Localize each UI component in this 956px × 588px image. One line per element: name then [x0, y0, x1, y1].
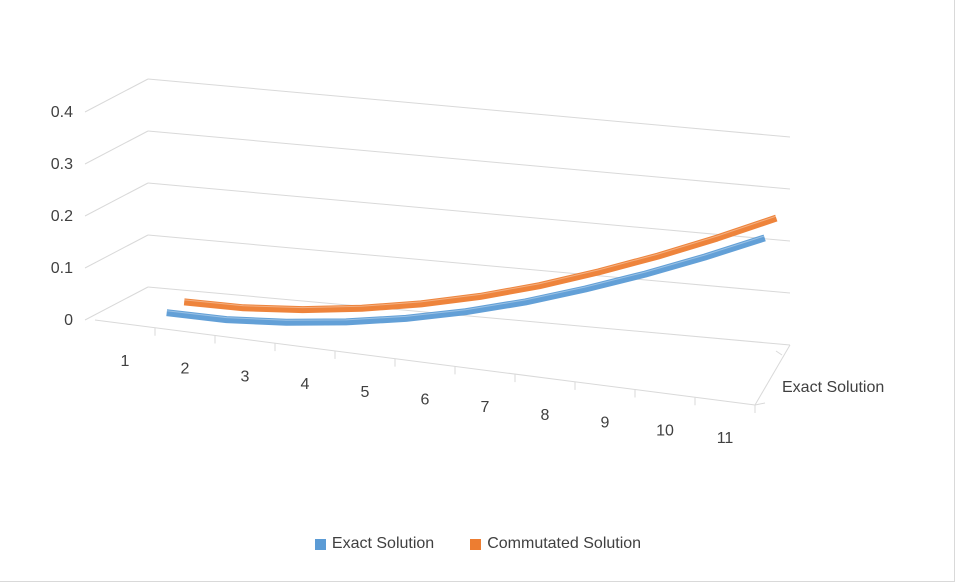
x-tick-label: 1 [121, 353, 130, 370]
x-tick-label: 7 [481, 399, 490, 416]
x-tick-label: 6 [421, 392, 430, 409]
depth-tick [775, 350, 783, 356]
legend-swatch-commutated [470, 538, 482, 550]
x-tick-label: 9 [601, 415, 610, 432]
gridline [147, 234, 791, 294]
gridline [147, 78, 791, 138]
series-ribbon [183, 214, 778, 314]
x-tick-label: 3 [241, 368, 250, 385]
x-tick-label: 10 [656, 422, 674, 439]
legend-label-commutated: Commutated Solution [487, 535, 642, 552]
series-highlight [166, 235, 765, 321]
y-tick-label: 0.1 [51, 260, 73, 277]
x-tick-label: 8 [541, 407, 550, 424]
depth-axis-label: Exact Solution [782, 379, 884, 396]
series-highlight [184, 215, 777, 309]
legend-item-commutated: Commutated Solution [470, 535, 641, 553]
legend-swatch-exact [314, 538, 326, 550]
y-tick-label: 0.3 [51, 156, 73, 173]
depth-tick [754, 402, 766, 406]
side-gridline [84, 286, 149, 321]
gridline [147, 130, 791, 190]
legend: Exact Solution Commutated Solution [0, 535, 956, 553]
side-gridline [84, 234, 149, 269]
gridline [147, 286, 791, 346]
x-tick-label: 2 [181, 361, 190, 378]
x-tick-label: 4 [301, 376, 310, 393]
legend-item-exact: Exact Solution [314, 535, 435, 553]
y-tick-label: 0.2 [51, 208, 73, 225]
depth-axis-line [754, 344, 791, 406]
y-tick-label: 0 [64, 312, 73, 329]
x-tick-label: 5 [361, 384, 370, 401]
legend-label-exact: Exact Solution [331, 535, 435, 552]
y-tick-label: 0.4 [51, 104, 73, 121]
side-gridline [84, 182, 149, 217]
side-gridline [84, 130, 149, 165]
x-tick-label: 11 [717, 430, 734, 447]
gridline [147, 182, 791, 242]
side-gridline [84, 78, 149, 113]
series-ribbon [166, 234, 766, 326]
x-axis-line [94, 319, 756, 406]
